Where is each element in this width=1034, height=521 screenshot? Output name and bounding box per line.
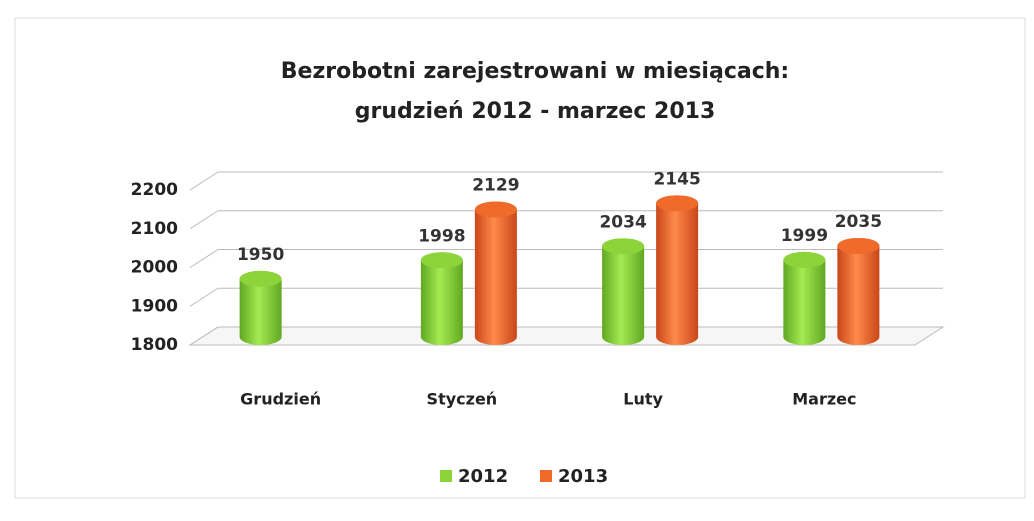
value-label: 2034: [599, 212, 646, 232]
grid-line-side: [189, 171, 219, 191]
frame: [14, 17, 1026, 499]
cylinder-top: [420, 252, 463, 269]
grid-line-side: [189, 287, 219, 307]
legend-label: 2012: [458, 466, 508, 487]
y-tick-label: 1800: [131, 335, 178, 355]
value-label: 2145: [653, 169, 700, 189]
value-label: 1950: [237, 245, 284, 265]
cylinder-top: [783, 251, 826, 268]
cylinder: [783, 251, 826, 345]
legend-swatch: [540, 470, 552, 482]
grid-line-side: [189, 210, 219, 230]
y-tick-label: 2100: [131, 219, 178, 239]
value-label: 2035: [835, 212, 882, 232]
cylinder-top: [602, 238, 645, 255]
grid-line-side: [189, 326, 219, 346]
cylinder: [420, 252, 463, 345]
cylinder-top: [837, 237, 880, 254]
cylinder: [656, 195, 699, 345]
chart-title: grudzień 2012 - marzec 2013: [355, 99, 716, 124]
value-label: 1998: [418, 226, 465, 246]
x-tick-label: Luty: [623, 390, 663, 409]
legend-swatch: [440, 470, 452, 482]
cylinder: [474, 201, 517, 345]
chart-title: Bezrobotni zarejestrowani w miesiącach:: [281, 59, 789, 84]
cylinder-top: [474, 201, 517, 218]
x-tick-label: Marzec: [792, 390, 856, 409]
y-tick-label: 1900: [131, 296, 178, 316]
value-label: 2129: [472, 176, 519, 196]
x-tick-label: Grudzień: [240, 390, 321, 409]
cylinder: [239, 270, 282, 345]
cylinder-top: [656, 195, 699, 212]
grid-line-side: [189, 249, 219, 268]
value-label: 1999: [781, 226, 828, 246]
x-tick-label: Styczeń: [427, 390, 498, 409]
legend-label: 2013: [558, 466, 608, 487]
cylinder: [602, 238, 645, 345]
cylinder: [837, 237, 880, 345]
y-tick-label: 2000: [131, 258, 178, 278]
cylinder-top: [239, 270, 282, 287]
floor: [188, 326, 945, 346]
y-tick-label: 2200: [131, 180, 178, 200]
